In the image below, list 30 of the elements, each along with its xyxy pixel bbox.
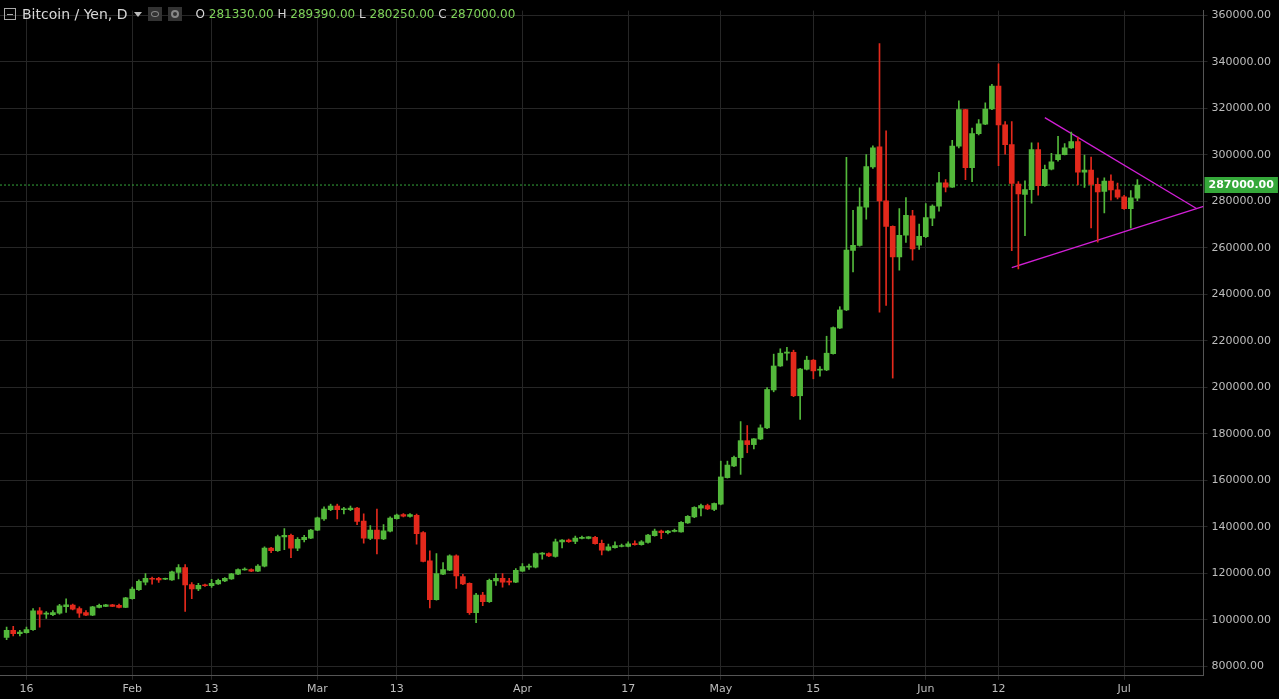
y-tick-label: 280000.00 — [1211, 194, 1272, 208]
y-tick-label: 80000.00 — [1211, 659, 1265, 673]
y-tick-label: 340000.00 — [1211, 54, 1272, 68]
y-tick-label: 220000.00 — [1211, 333, 1272, 347]
x-tick-label: 16 — [19, 682, 34, 696]
y-tick-label: 180000.00 — [1211, 426, 1272, 440]
chart-title: Bitcoin / Yen, D — [22, 6, 128, 22]
x-tick-label: 15 — [806, 682, 821, 696]
x-tick-label: 17 — [621, 682, 636, 696]
y-tick-label: 360000.00 — [1211, 8, 1272, 22]
x-tick-label: May — [709, 682, 733, 696]
y-tick-label: 260000.00 — [1211, 240, 1272, 254]
y-tick-label: 140000.00 — [1211, 519, 1272, 533]
y-tick-label: 240000.00 — [1211, 287, 1272, 301]
x-tick-label: 12 — [991, 682, 1006, 696]
y-tick-label: 300000.00 — [1211, 147, 1272, 161]
y-tick-label: 320000.00 — [1211, 101, 1272, 115]
y-tick-label: 120000.00 — [1211, 566, 1272, 580]
y-tick-label: 200000.00 — [1211, 380, 1272, 394]
x-tick-label: 13 — [204, 682, 219, 696]
x-tick-label: 13 — [389, 682, 404, 696]
x-tick-label: Mar — [307, 682, 329, 696]
ref-line-label: 287000.00 — [1208, 177, 1275, 191]
y-tick-label: 100000.00 — [1211, 612, 1272, 626]
x-tick-label: Feb — [122, 682, 143, 696]
x-tick-label: Jun — [916, 682, 935, 696]
x-tick-label: Apr — [512, 682, 533, 696]
x-tick-label: Jul — [1116, 682, 1131, 696]
annotation: O 281330.00 H 289390.00 L 280250.00 C 287000.00 — [195, 7, 516, 21]
y-tick-label: 160000.00 — [1211, 473, 1272, 487]
